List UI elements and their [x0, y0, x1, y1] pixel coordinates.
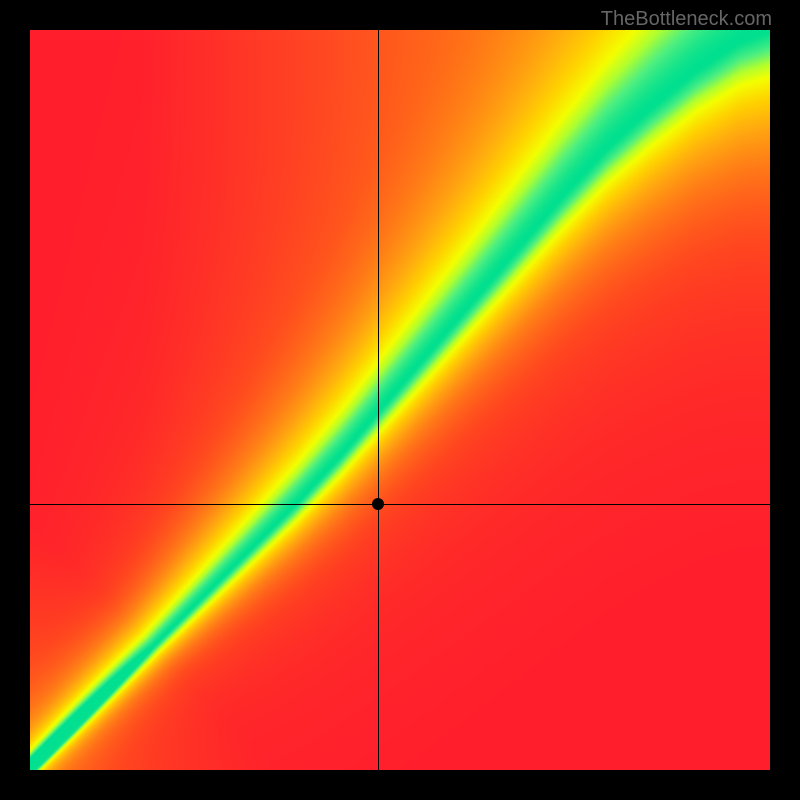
heatmap-canvas: [30, 30, 770, 770]
crosshair-marker: [372, 498, 384, 510]
heatmap-plot: [30, 30, 770, 770]
crosshair-vertical: [378, 30, 379, 770]
crosshair-horizontal: [30, 504, 770, 505]
chart-container: TheBottleneck.com: [0, 0, 800, 800]
watermark-text: TheBottleneck.com: [601, 8, 772, 31]
